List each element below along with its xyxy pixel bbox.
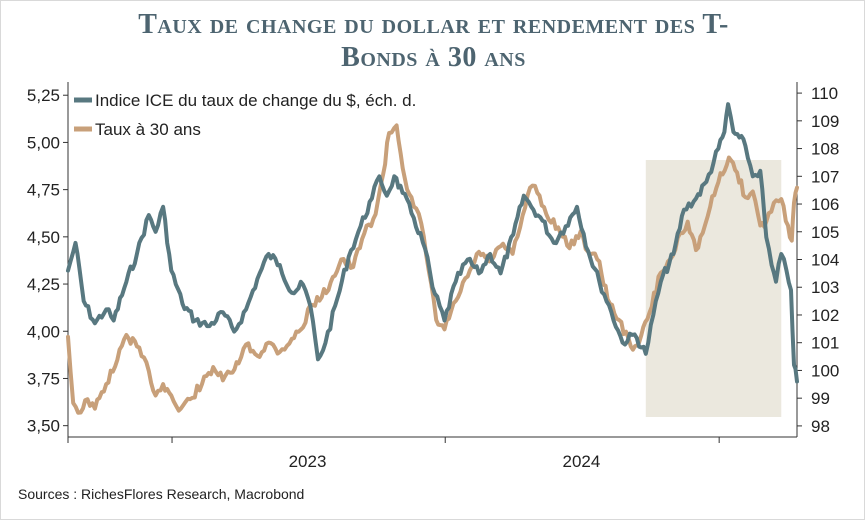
x-category-label: 2023 xyxy=(289,452,327,471)
right-axis-ticks: 98 99 100 101 102 103 104 105 106 107 108 109 110 xyxy=(797,84,839,436)
right-tick-label: 104 xyxy=(811,251,839,270)
x-axis-ticks: 2023 2024 xyxy=(67,437,720,471)
left-tick-label: 4,25 xyxy=(27,275,60,294)
right-tick-label: 101 xyxy=(811,334,839,353)
right-tick-label: 108 xyxy=(811,140,839,159)
right-tick-label: 105 xyxy=(811,223,839,242)
left-tick-label: 3,50 xyxy=(27,417,60,436)
right-tick-label: 98 xyxy=(811,417,830,436)
shaded-period xyxy=(645,160,782,417)
series-group xyxy=(66,102,799,415)
source-note: Sources : RichesFlores Research, Macrobo… xyxy=(18,486,305,502)
series-line-dollar xyxy=(66,102,799,384)
left-tick-label: 5,25 xyxy=(27,86,60,105)
legend-label-dollar: Indice ICE du taux de change du $, éch. … xyxy=(95,91,416,110)
left-tick-label: 3,75 xyxy=(27,369,60,388)
left-tick-label: 4,00 xyxy=(27,322,60,341)
legend-label-taux: Taux à 30 ans xyxy=(95,120,201,139)
right-tick-label: 110 xyxy=(811,84,838,103)
chart-title: Taux de change du dollar et rendement de… xyxy=(138,9,729,73)
right-tick-label: 109 xyxy=(811,112,839,131)
left-axis-ticks: 3,50 3,75 4,00 4,25 4,50 4,75 5,00 5,25 xyxy=(27,86,68,436)
right-tick-label: 106 xyxy=(811,195,839,214)
right-tick-label: 107 xyxy=(811,167,839,186)
right-tick-label: 103 xyxy=(811,278,839,297)
right-tick-label: 99 xyxy=(811,389,830,408)
left-tick-label: 5,00 xyxy=(27,133,60,152)
series-line-taux xyxy=(66,123,799,415)
left-tick-label: 4,75 xyxy=(27,181,60,200)
right-tick-label: 100 xyxy=(811,361,839,380)
legend: Indice ICE du taux de change du $, éch. … xyxy=(74,91,416,139)
left-tick-label: 4,50 xyxy=(27,228,60,247)
x-category-label: 2024 xyxy=(563,452,601,471)
right-tick-label: 102 xyxy=(811,306,839,325)
